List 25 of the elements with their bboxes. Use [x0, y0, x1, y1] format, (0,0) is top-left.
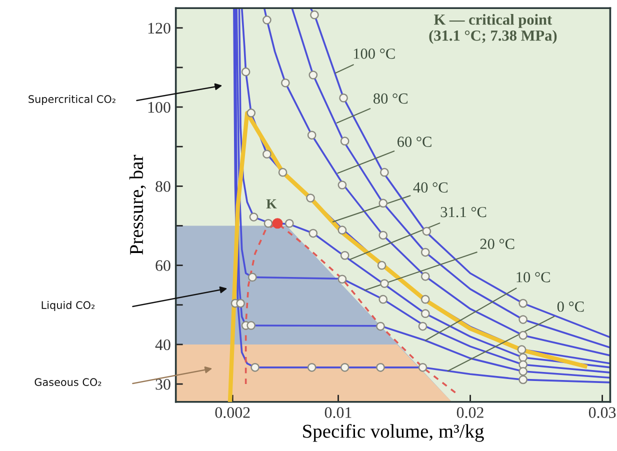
annotation: 40 °C — [413, 182, 448, 193]
x-axis-title: Specific volume, m³/kg — [303, 424, 484, 442]
y-tick-label: 40 — [155, 339, 170, 350]
y-axis-title: Pressure, bar — [129, 154, 146, 255]
y-tick-label: 30 — [156, 378, 170, 390]
y-tick-label: 80 — [156, 181, 170, 192]
text: Gaseous CO₂ — [34, 378, 102, 386]
annotation: K — [266, 199, 277, 208]
x-tick-label: 0.02 — [456, 407, 484, 418]
y-tick-label: 60 — [156, 260, 170, 272]
y-tick-label: 100 — [148, 102, 170, 113]
x-tick-label: 0.03 — [588, 407, 616, 418]
annotation: 100 °C — [354, 48, 395, 59]
annotation: 0 °C — [557, 301, 584, 312]
text: Supercritical CO₂ — [28, 94, 116, 106]
x-tick-label: 0.01 — [324, 407, 352, 418]
annotation: 80 °C — [374, 93, 408, 104]
y-tick-label: 120 — [148, 22, 170, 34]
annotation: 31.1 °C — [440, 206, 486, 218]
annotation: K — critical point (31.1 °C; 7.38 MPa) — [429, 14, 557, 44]
text: Liquid CO₂ — [42, 300, 95, 312]
annotation: 60 °C — [398, 136, 432, 147]
x-tick-label: 0.002 — [215, 407, 250, 418]
annotation: 10 °C — [516, 272, 550, 282]
annotation: 20 °C — [480, 238, 514, 250]
